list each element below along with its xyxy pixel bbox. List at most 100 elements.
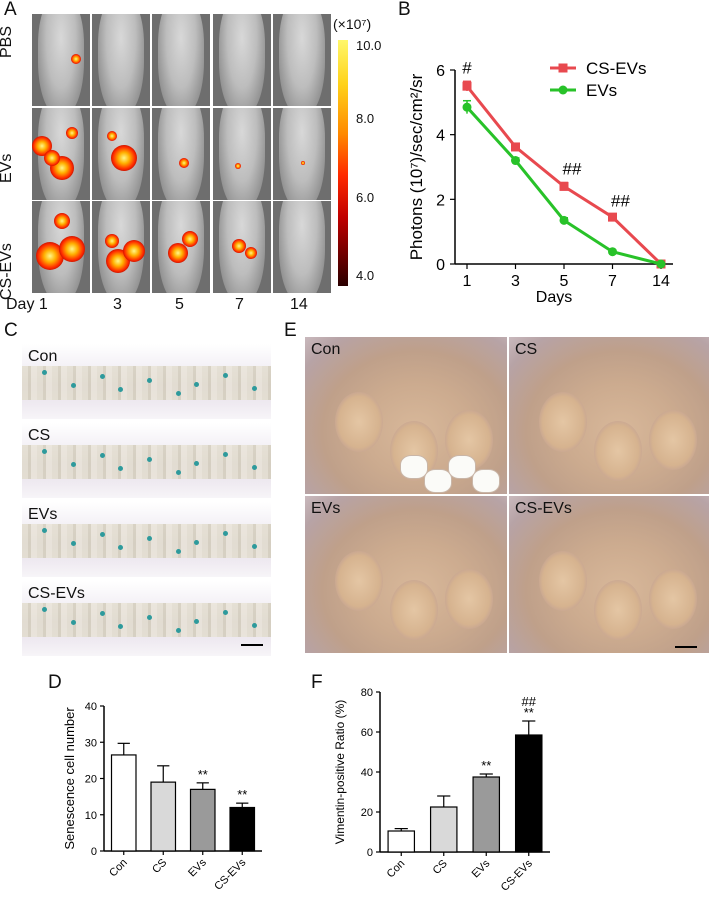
- adipocyte: [472, 469, 500, 493]
- y-tick-label: 0: [91, 846, 97, 858]
- mouse-image: [213, 14, 271, 106]
- y-tick-label: 40: [85, 701, 97, 713]
- bar: [514, 734, 543, 853]
- ihc-image: CS-EVs: [509, 496, 709, 653]
- x-tick-label: 3: [511, 273, 520, 290]
- x-tick-label: EVs: [470, 857, 493, 880]
- y-axis-label: Vimentin-positive Ratio (%): [333, 700, 347, 845]
- mouse-image: [92, 201, 150, 293]
- stained-cell: [42, 607, 47, 612]
- mouse-image: [32, 108, 90, 200]
- mouse-body: [279, 108, 325, 200]
- scale-bar: [241, 644, 263, 646]
- significance-marker: **: [198, 767, 208, 782]
- mouse-body: [98, 14, 144, 106]
- stained-cell: [176, 549, 181, 554]
- histology-label: CS: [28, 427, 51, 444]
- histology-image: Con: [22, 344, 271, 419]
- mouse-body: [219, 108, 265, 200]
- luminescence-signal: [168, 243, 188, 263]
- data-point: [559, 181, 569, 191]
- mouse-image: [273, 201, 331, 293]
- panel-letter-b: B: [398, 0, 411, 20]
- data-point: [608, 212, 617, 222]
- scale-bar: [675, 646, 697, 648]
- adipocyte: [424, 469, 452, 493]
- column-label-day1: Day 1: [6, 296, 48, 313]
- y-tick-label: 20: [85, 774, 97, 786]
- stained-cell: [252, 465, 257, 470]
- y-tick-label: 80: [361, 687, 373, 699]
- row-label-pbs: PBS: [0, 25, 15, 58]
- column-label-day14: 14: [290, 296, 308, 313]
- stained-cell: [194, 382, 199, 387]
- histology-label: CS-EVs: [28, 585, 85, 602]
- bar: [472, 776, 501, 853]
- mouse-image: [92, 14, 150, 106]
- significance-marker: ##: [563, 160, 582, 179]
- stained-cell: [42, 528, 47, 533]
- mouse-image: [152, 108, 210, 200]
- luminescence-signal: [123, 240, 145, 262]
- x-tick-label: 5: [560, 273, 569, 290]
- bar-chart-senescence: 0 10 20 30 40 Con CS EVs ** CS-EVs ** Senescence ce…: [62, 701, 262, 893]
- hair-follicle: [649, 410, 697, 470]
- stained-cell: [147, 615, 152, 620]
- x-tick-label: CS: [431, 858, 450, 877]
- row-label-cs-evs: CS-EVs: [0, 243, 15, 300]
- stained-cell: [223, 610, 228, 615]
- stained-cell: [100, 374, 105, 379]
- luminescence-signal: [179, 158, 189, 168]
- luminescence-signal: [301, 161, 305, 165]
- data-point: [462, 81, 472, 91]
- y-tick-label: 4: [436, 128, 445, 145]
- adipocyte: [448, 455, 476, 479]
- significance-marker: **: [237, 787, 247, 802]
- stained-cell: [194, 461, 199, 466]
- luminescence-signal: [66, 127, 78, 139]
- histology-image: EVs: [22, 502, 271, 577]
- mouse-body: [219, 14, 265, 106]
- mouse-image: [273, 108, 331, 200]
- y-tick-label: 30: [85, 737, 97, 749]
- significance-marker: **: [524, 705, 534, 720]
- mouse-image: [32, 14, 90, 106]
- ihc-label: Con: [311, 341, 341, 358]
- stained-cell: [176, 470, 181, 475]
- row-label-evs: EVs: [0, 153, 15, 183]
- y-tick-label: 6: [436, 63, 445, 80]
- stained-cell: [100, 611, 105, 616]
- mouse-body: [279, 14, 325, 106]
- hair-follicle: [335, 551, 383, 611]
- luminescence-signal: [59, 236, 85, 262]
- x-tick-label: 14: [652, 273, 670, 290]
- bar: [110, 754, 137, 852]
- ihc-label: CS: [515, 341, 538, 358]
- y-axis-label: Photons (10⁷)/sec/cm²/sr: [407, 73, 426, 260]
- panel-letter-c: C: [4, 320, 18, 341]
- bar: [429, 806, 458, 853]
- stained-cell: [252, 623, 257, 628]
- x-tick-label: Con: [107, 857, 130, 880]
- stained-cell: [147, 536, 152, 541]
- data-point: [656, 259, 666, 269]
- hair-follicle: [594, 421, 642, 481]
- y-tick-label: 2: [436, 192, 445, 209]
- legend-label: CS-EVs: [586, 59, 646, 78]
- hair-follicle: [445, 569, 493, 629]
- luminescence-signal: [105, 234, 119, 248]
- x-tick-label: 7: [608, 273, 617, 290]
- y-tick-label: 40: [361, 767, 373, 779]
- luminescence-signal: [235, 163, 241, 169]
- legend-marker: [558, 85, 568, 95]
- legend-label: EVs: [586, 81, 617, 100]
- luminescence-signal: [182, 231, 198, 247]
- stained-cell: [223, 452, 228, 457]
- x-tick-label: CS: [150, 857, 169, 876]
- stained-cell: [100, 532, 105, 537]
- ihc-image: EVs: [305, 496, 507, 653]
- stained-cell: [42, 370, 47, 375]
- stained-cell: [147, 378, 152, 383]
- stained-cell: [252, 386, 257, 391]
